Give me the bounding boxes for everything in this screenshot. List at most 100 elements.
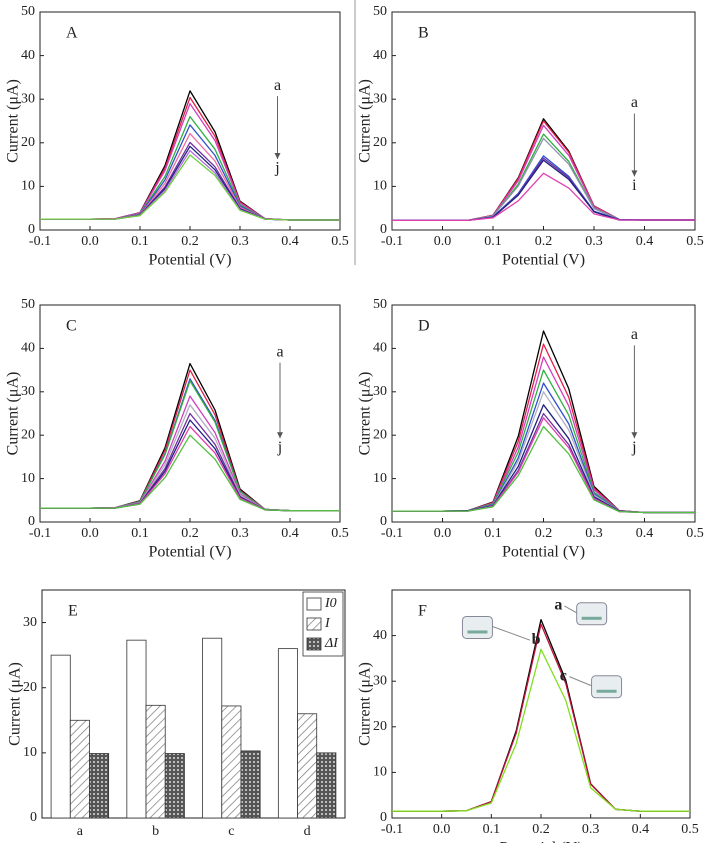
y-tick-label: 30	[373, 673, 387, 688]
x-tick-label: 0.5	[681, 822, 699, 837]
curve	[392, 623, 690, 812]
annotation: a	[631, 326, 638, 343]
x-tick-label: 0.1	[131, 234, 149, 249]
y-tick-label: 10	[373, 179, 387, 194]
x-tick-label: 0.3	[582, 822, 600, 837]
bar	[164, 753, 185, 819]
curve	[40, 102, 340, 221]
y-tick-label: 40	[373, 48, 387, 63]
x-tick-label: 0.1	[484, 234, 502, 249]
legend-swatch	[306, 617, 322, 631]
y-tick-label: 0	[28, 514, 35, 529]
curve	[392, 391, 695, 514]
x-tick-label: 0.3	[585, 526, 603, 541]
legend-label: I0	[324, 596, 337, 611]
y-tick-label: 40	[21, 48, 35, 63]
curve	[392, 159, 695, 222]
y-tick-label: 30	[373, 91, 387, 106]
curve	[40, 419, 340, 512]
curve	[392, 404, 695, 514]
x-tick-label: 0.4	[281, 234, 299, 249]
bar	[69, 719, 90, 819]
x-axis-title: Potential (V)	[148, 252, 231, 269]
y-tick-label: 40	[373, 341, 387, 356]
annotation: j	[274, 160, 279, 177]
x-axis-title: Potential (V)	[502, 544, 585, 561]
x-tick-label: 0.3	[585, 234, 603, 249]
y-axis-title: Current (μA)	[5, 372, 22, 456]
x-tick-label: b	[152, 824, 159, 839]
arrow-head	[274, 152, 281, 159]
curve	[392, 155, 695, 222]
pointer	[569, 676, 592, 687]
x-tick-label: 0.1	[131, 526, 149, 541]
x-tick-label: 0.5	[686, 526, 704, 541]
electrode	[581, 616, 602, 620]
arrow-head	[631, 170, 638, 177]
curve	[392, 343, 695, 514]
curve	[40, 154, 340, 221]
curve	[392, 425, 695, 514]
curve	[392, 382, 695, 514]
annotation: b	[532, 631, 541, 648]
plot-frame	[41, 589, 346, 819]
bar	[316, 752, 337, 819]
y-tick-label: 0	[380, 222, 387, 237]
y-tick-label: 20	[23, 680, 37, 695]
arrow-head	[631, 432, 638, 439]
y-tick-label: 30	[373, 384, 387, 399]
x-tick-label: a	[77, 824, 84, 839]
x-tick-label: 0.0	[81, 234, 99, 249]
curve	[40, 412, 340, 512]
y-tick-label: 0	[380, 810, 387, 825]
y-tick-label: 20	[21, 135, 35, 150]
annotation: c	[560, 667, 567, 684]
pointer	[492, 626, 531, 641]
curve	[40, 115, 340, 221]
annotation: j	[277, 439, 282, 456]
bar	[297, 713, 318, 819]
plot-frame	[39, 11, 341, 231]
y-tick-label: 40	[21, 341, 35, 356]
panel-label: D	[418, 318, 430, 335]
x-tick-label: 0.4	[636, 234, 654, 249]
curve	[392, 137, 695, 222]
curve	[40, 141, 340, 221]
y-tick-label: 10	[21, 471, 35, 486]
x-tick-label: 0.0	[433, 822, 451, 837]
curve	[40, 96, 340, 221]
curve	[40, 378, 340, 512]
y-tick-label: 40	[373, 628, 387, 643]
y-tick-label: 0	[30, 810, 37, 825]
x-tick-label: 0.5	[331, 234, 349, 249]
legend-swatch	[306, 597, 322, 611]
bar	[50, 654, 71, 819]
bar	[126, 639, 147, 819]
x-tick-label: 0.4	[636, 526, 654, 541]
curve	[392, 417, 695, 514]
x-tick-label: -0.1	[381, 822, 403, 837]
curve	[40, 380, 340, 512]
y-tick-label: 20	[373, 135, 387, 150]
legend-label: ΔI	[324, 636, 339, 651]
annotation: a	[631, 94, 638, 111]
x-tick-label: 0.3	[231, 234, 249, 249]
y-tick-label: 10	[373, 471, 387, 486]
legend-label: I	[324, 616, 331, 631]
x-axis-title: Potential (V)	[499, 840, 582, 843]
x-tick-label: d	[304, 824, 311, 839]
electrode	[596, 689, 617, 693]
y-tick-label: 20	[21, 427, 35, 442]
y-tick-label: 10	[23, 745, 37, 760]
x-axis-title: Potential (V)	[502, 252, 585, 269]
y-tick-label: 0	[380, 514, 387, 529]
y-axis-title: Current (μA)	[357, 372, 374, 456]
x-tick-label: -0.1	[381, 234, 403, 249]
y-tick-label: 0	[28, 222, 35, 237]
y-tick-label: 50	[21, 297, 35, 312]
y-tick-label: 10	[373, 765, 387, 780]
x-tick-label: 0.2	[181, 526, 199, 541]
schematic-icon	[591, 675, 623, 699]
curve	[392, 172, 695, 222]
